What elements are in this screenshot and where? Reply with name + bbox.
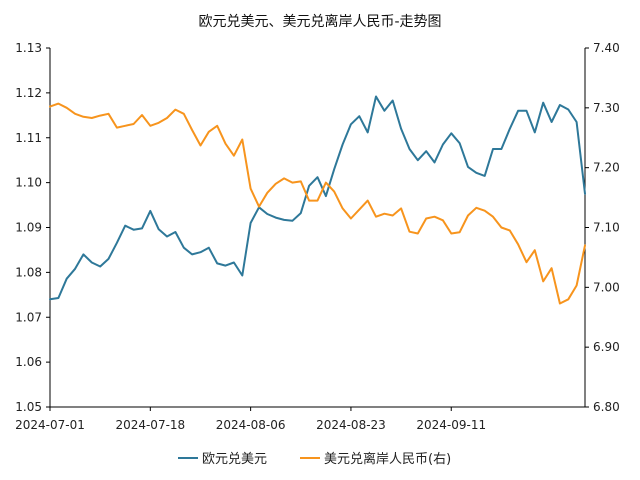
axes: 1.05 1.06 1.07 1.08 1.09 1.10 1.11 1.12 1.13 6.80… bbox=[15, 41, 620, 432]
left-tick-label: 1.11 bbox=[15, 131, 42, 145]
left-tick-label: 1.09 bbox=[15, 221, 42, 235]
chart-title: 欧元兑美元、美元兑离岸人民币-走势图 bbox=[198, 13, 441, 30]
legend: 欧元兑美元 美元兑离岸人民币(右) bbox=[178, 451, 451, 467]
plot-area bbox=[49, 95, 586, 305]
series-line-usdcnh bbox=[49, 102, 586, 305]
left-tick-label: 1.07 bbox=[15, 310, 42, 324]
left-tick-label: 1.12 bbox=[15, 86, 42, 100]
series-line-eurusd bbox=[49, 95, 586, 301]
x-tick-label: 2024-08-06 bbox=[216, 418, 286, 432]
right-tick-label: 7.20 bbox=[593, 161, 620, 175]
x-tick-label: 2024-07-01 bbox=[15, 418, 85, 432]
left-tick-label: 1.05 bbox=[15, 400, 42, 414]
right-tick-label: 7.10 bbox=[593, 221, 620, 235]
x-tick-label: 2024-08-23 bbox=[316, 418, 386, 432]
right-tick-label: 6.90 bbox=[593, 340, 620, 354]
x-tick-label: 2024-07-18 bbox=[115, 418, 185, 432]
left-tick-label: 1.08 bbox=[15, 265, 42, 279]
right-tick-label: 6.80 bbox=[593, 400, 620, 414]
legend-label-eurusd: 欧元兑美元 bbox=[202, 452, 267, 467]
right-tick-label: 7.30 bbox=[593, 101, 620, 115]
left-tick-label: 1.10 bbox=[15, 176, 42, 190]
left-tick-label: 1.06 bbox=[15, 355, 42, 369]
right-tick-label: 7.00 bbox=[593, 280, 620, 294]
right-tick-label: 7.40 bbox=[593, 41, 620, 55]
left-tick-label: 1.13 bbox=[15, 41, 42, 55]
x-tick-label: 2024-09-11 bbox=[416, 418, 486, 432]
legend-label-usdcnh: 美元兑离岸人民币(右) bbox=[324, 451, 451, 467]
